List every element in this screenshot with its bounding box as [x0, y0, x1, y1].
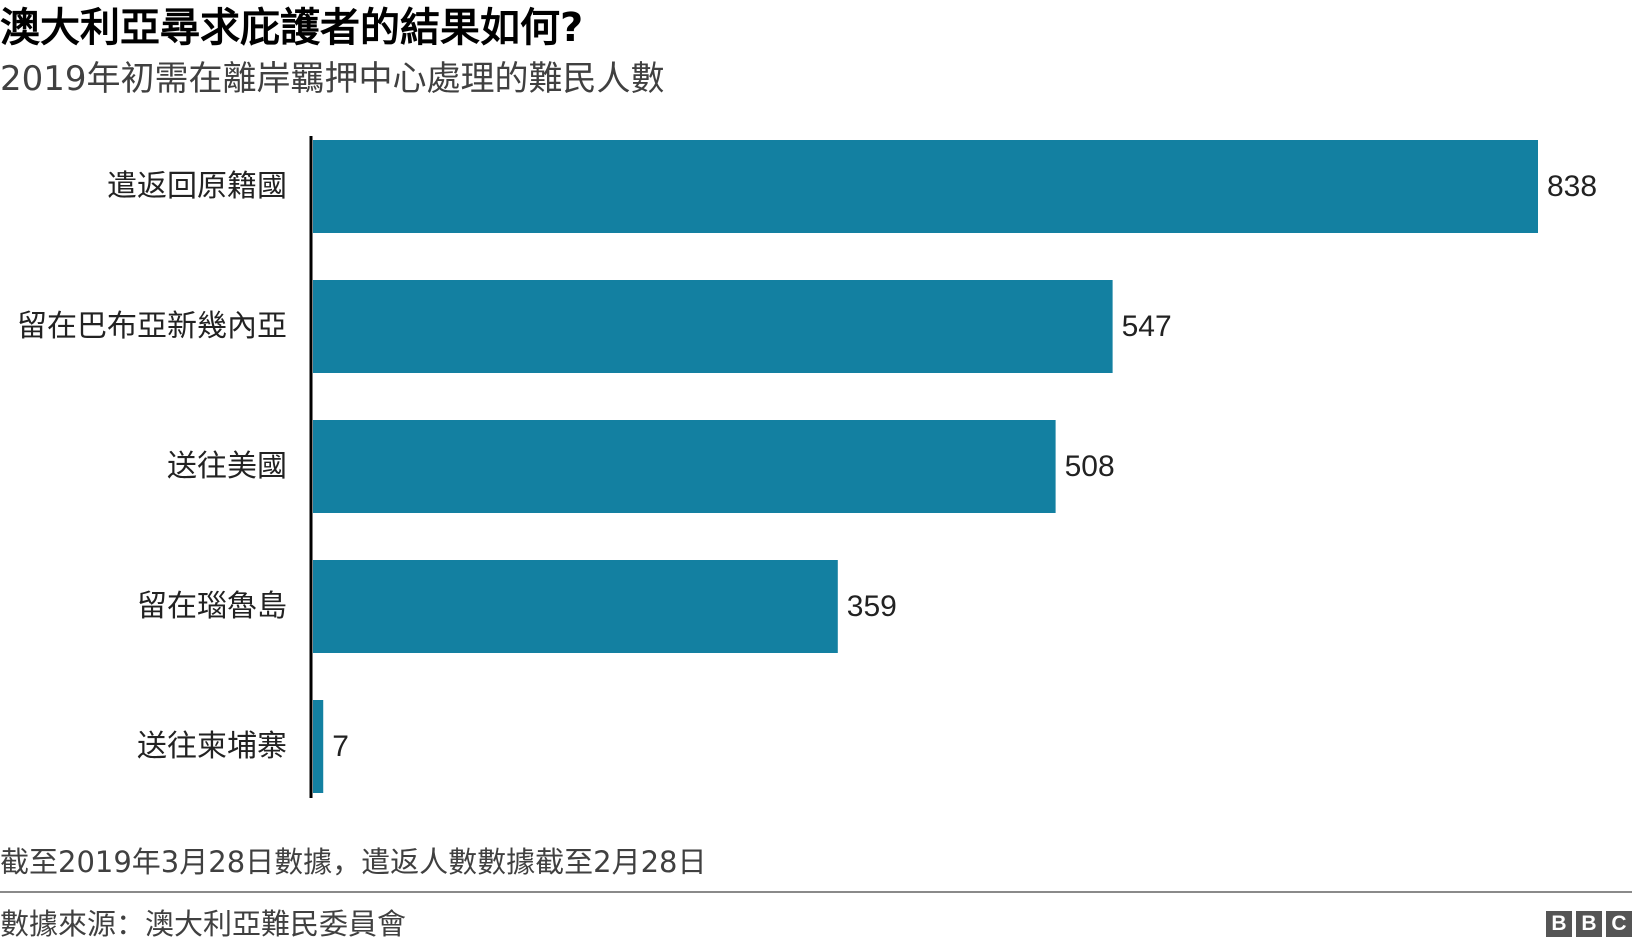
logo-letter: C: [1606, 911, 1632, 937]
logo-letter: B: [1576, 911, 1602, 937]
bar: [313, 280, 1113, 373]
bbc-logo: B B C: [1546, 911, 1632, 937]
category-label: 送往柬埔寨: [137, 729, 287, 764]
bar: [313, 700, 324, 793]
source-credit: 數據來源：澳大利亞難民委員會: [0, 907, 407, 941]
bar: [313, 140, 1538, 233]
footer-divider: [0, 891, 1632, 893]
logo-letter: B: [1546, 911, 1572, 937]
category-label: 送往美國: [167, 449, 287, 484]
chart-subtitle: 2019年初需在離岸羈押中心處理的難民人數: [0, 59, 665, 99]
category-label: 遣返回原籍國: [107, 169, 287, 204]
value-label: 547: [1122, 310, 1172, 343]
value-label: 838: [1547, 170, 1597, 203]
chart-title: 澳大利亞尋求庇護者的結果如何?: [0, 5, 584, 51]
category-label: 留在巴布亞新幾內亞: [17, 309, 287, 344]
category-label: 留在瑙魯島: [137, 589, 287, 624]
value-label: 508: [1065, 450, 1115, 483]
bar: [313, 420, 1056, 513]
value-label: 359: [847, 590, 897, 623]
data-note: 截至2019年3月28日數據，遣返人數數據截至2月28日: [0, 845, 707, 879]
bar: [313, 560, 838, 653]
bar-chart: 遣返回原籍國 838 留在巴布亞新幾內亞 547 送往美國 508 留在瑙魯島 359 送往柬埔…: [17, 136, 1597, 798]
value-label: 7: [332, 730, 349, 763]
